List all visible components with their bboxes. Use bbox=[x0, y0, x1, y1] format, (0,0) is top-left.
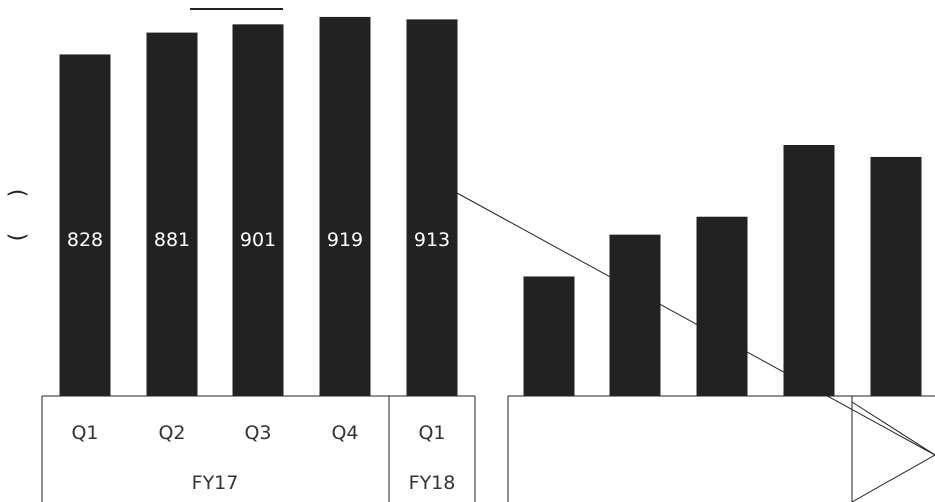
x-tick-label: Q4 bbox=[331, 422, 358, 444]
x-tick-label: Q1 bbox=[71, 422, 98, 444]
bar-value-label: 919 bbox=[327, 229, 363, 251]
right-chart-panel bbox=[507, 145, 935, 502]
connector-line bbox=[456, 192, 935, 456]
bar bbox=[870, 156, 922, 396]
bar-value-label: 828 bbox=[67, 229, 103, 251]
x-tick-label: Q2 bbox=[158, 422, 185, 444]
bar bbox=[59, 54, 111, 396]
title-underline bbox=[190, 8, 283, 10]
group-label: FY17 bbox=[192, 472, 239, 494]
bar-value-label: 901 bbox=[240, 229, 276, 251]
bar bbox=[609, 234, 661, 396]
bar bbox=[696, 216, 748, 396]
bar-value-label: 881 bbox=[154, 229, 190, 251]
bar bbox=[783, 145, 835, 396]
connector-line bbox=[851, 454, 935, 502]
x-tick-label: Q3 bbox=[244, 422, 271, 444]
group-label: FY18 bbox=[409, 472, 456, 494]
bar bbox=[319, 16, 371, 396]
bar bbox=[406, 19, 458, 396]
connector-lines bbox=[456, 192, 935, 502]
bar bbox=[232, 24, 284, 397]
connector-line bbox=[851, 401, 935, 456]
x-tick-label: Q1 bbox=[418, 422, 445, 444]
bar bbox=[523, 276, 575, 396]
left-chart-panel: 828 881 901 919 913 Q1 Q2 Q3 Q4 Q1 FY17 FY18 bbox=[41, 16, 476, 502]
bar bbox=[146, 32, 198, 397]
bar-value-label: 913 bbox=[414, 229, 450, 251]
